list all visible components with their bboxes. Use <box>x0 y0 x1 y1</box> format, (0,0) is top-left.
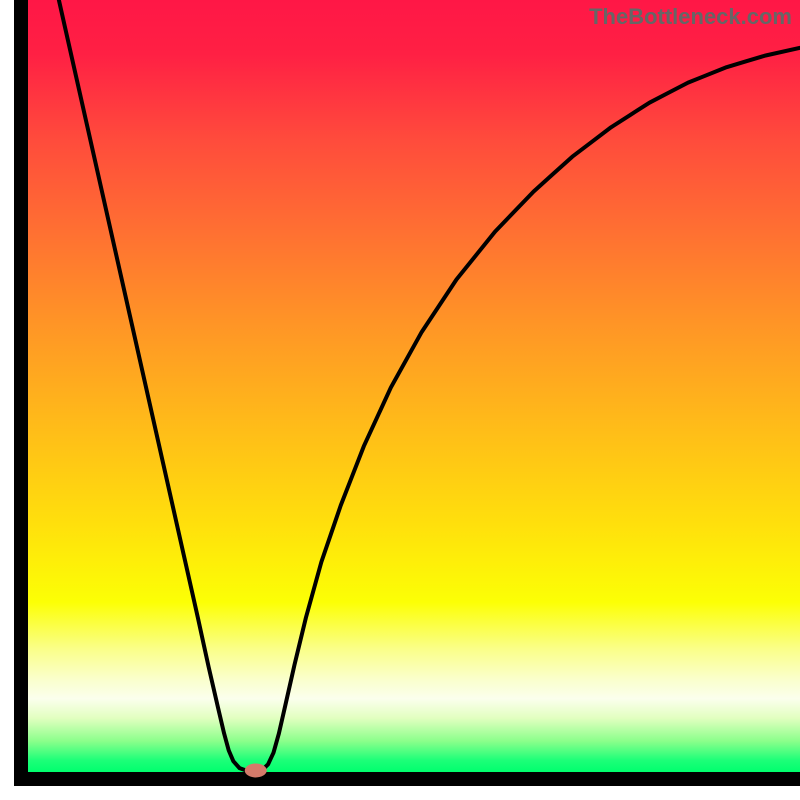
optimum-marker <box>245 763 267 777</box>
bottleneck-chart: TheBottleneck.com <box>0 0 800 800</box>
y-axis <box>14 0 28 786</box>
source-credit: TheBottleneck.com <box>589 4 792 29</box>
x-axis <box>14 772 800 786</box>
